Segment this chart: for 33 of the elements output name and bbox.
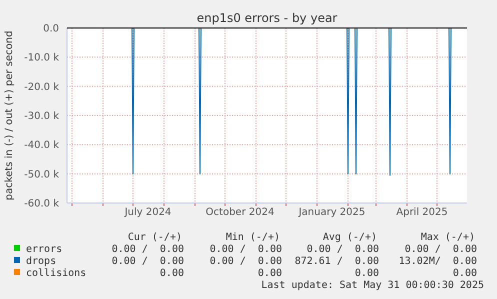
text: 0.00 / 0.00 bbox=[306, 244, 379, 255]
legend-label: collisions bbox=[26, 268, 86, 279]
y-tick-label: 0.0 bbox=[43, 24, 59, 34]
text: 0.00 / 0.00 bbox=[112, 256, 184, 267]
text: 0.00 / 0.00 bbox=[210, 244, 282, 255]
y-axis-title: packets in (-) / out (+) per second bbox=[4, 30, 15, 200]
legend-label: errors bbox=[26, 244, 62, 255]
y-tick-label: -50.0 k bbox=[24, 169, 60, 180]
y-tick-label: -10.0 k bbox=[24, 52, 60, 64]
text: 0.00 bbox=[354, 268, 379, 279]
text: Avg (-/+) bbox=[322, 232, 377, 243]
x-tick-label: July 2024 bbox=[124, 207, 172, 218]
text: Last update: Sat May 31 00:00:30 2025 bbox=[261, 280, 484, 291]
text: Min (-/+) bbox=[226, 232, 280, 243]
text: 13.02M/ 0.00 bbox=[398, 256, 477, 267]
text: 0.00 / 0.00 bbox=[112, 244, 184, 255]
text: 872.61 / 0.00 bbox=[294, 256, 379, 267]
text: Max (-/+) bbox=[420, 232, 475, 243]
text: 0.00 / 0.00 bbox=[210, 256, 282, 267]
y-tick-label: -30.0 k bbox=[24, 111, 60, 122]
text: 0.00 bbox=[452, 268, 477, 279]
x-tick-label: October 2024 bbox=[206, 207, 274, 218]
text: 0.00 bbox=[258, 268, 282, 279]
y-tick-label: -40.0 k bbox=[24, 140, 60, 152]
legend-label: drops bbox=[26, 256, 56, 267]
chart-title: enp1s0 errors - by year bbox=[196, 11, 338, 25]
x-tick-label: January 2025 bbox=[298, 207, 366, 218]
text: 0.00 bbox=[160, 268, 184, 279]
y-tick-label: -60.0 k bbox=[24, 198, 60, 210]
text: Cur (-/+) bbox=[128, 232, 182, 243]
y-tick-label: -20.0 k bbox=[24, 82, 60, 93]
text: 0.00 / 0.00 bbox=[404, 244, 477, 255]
x-tick-label: April 2025 bbox=[396, 207, 448, 218]
